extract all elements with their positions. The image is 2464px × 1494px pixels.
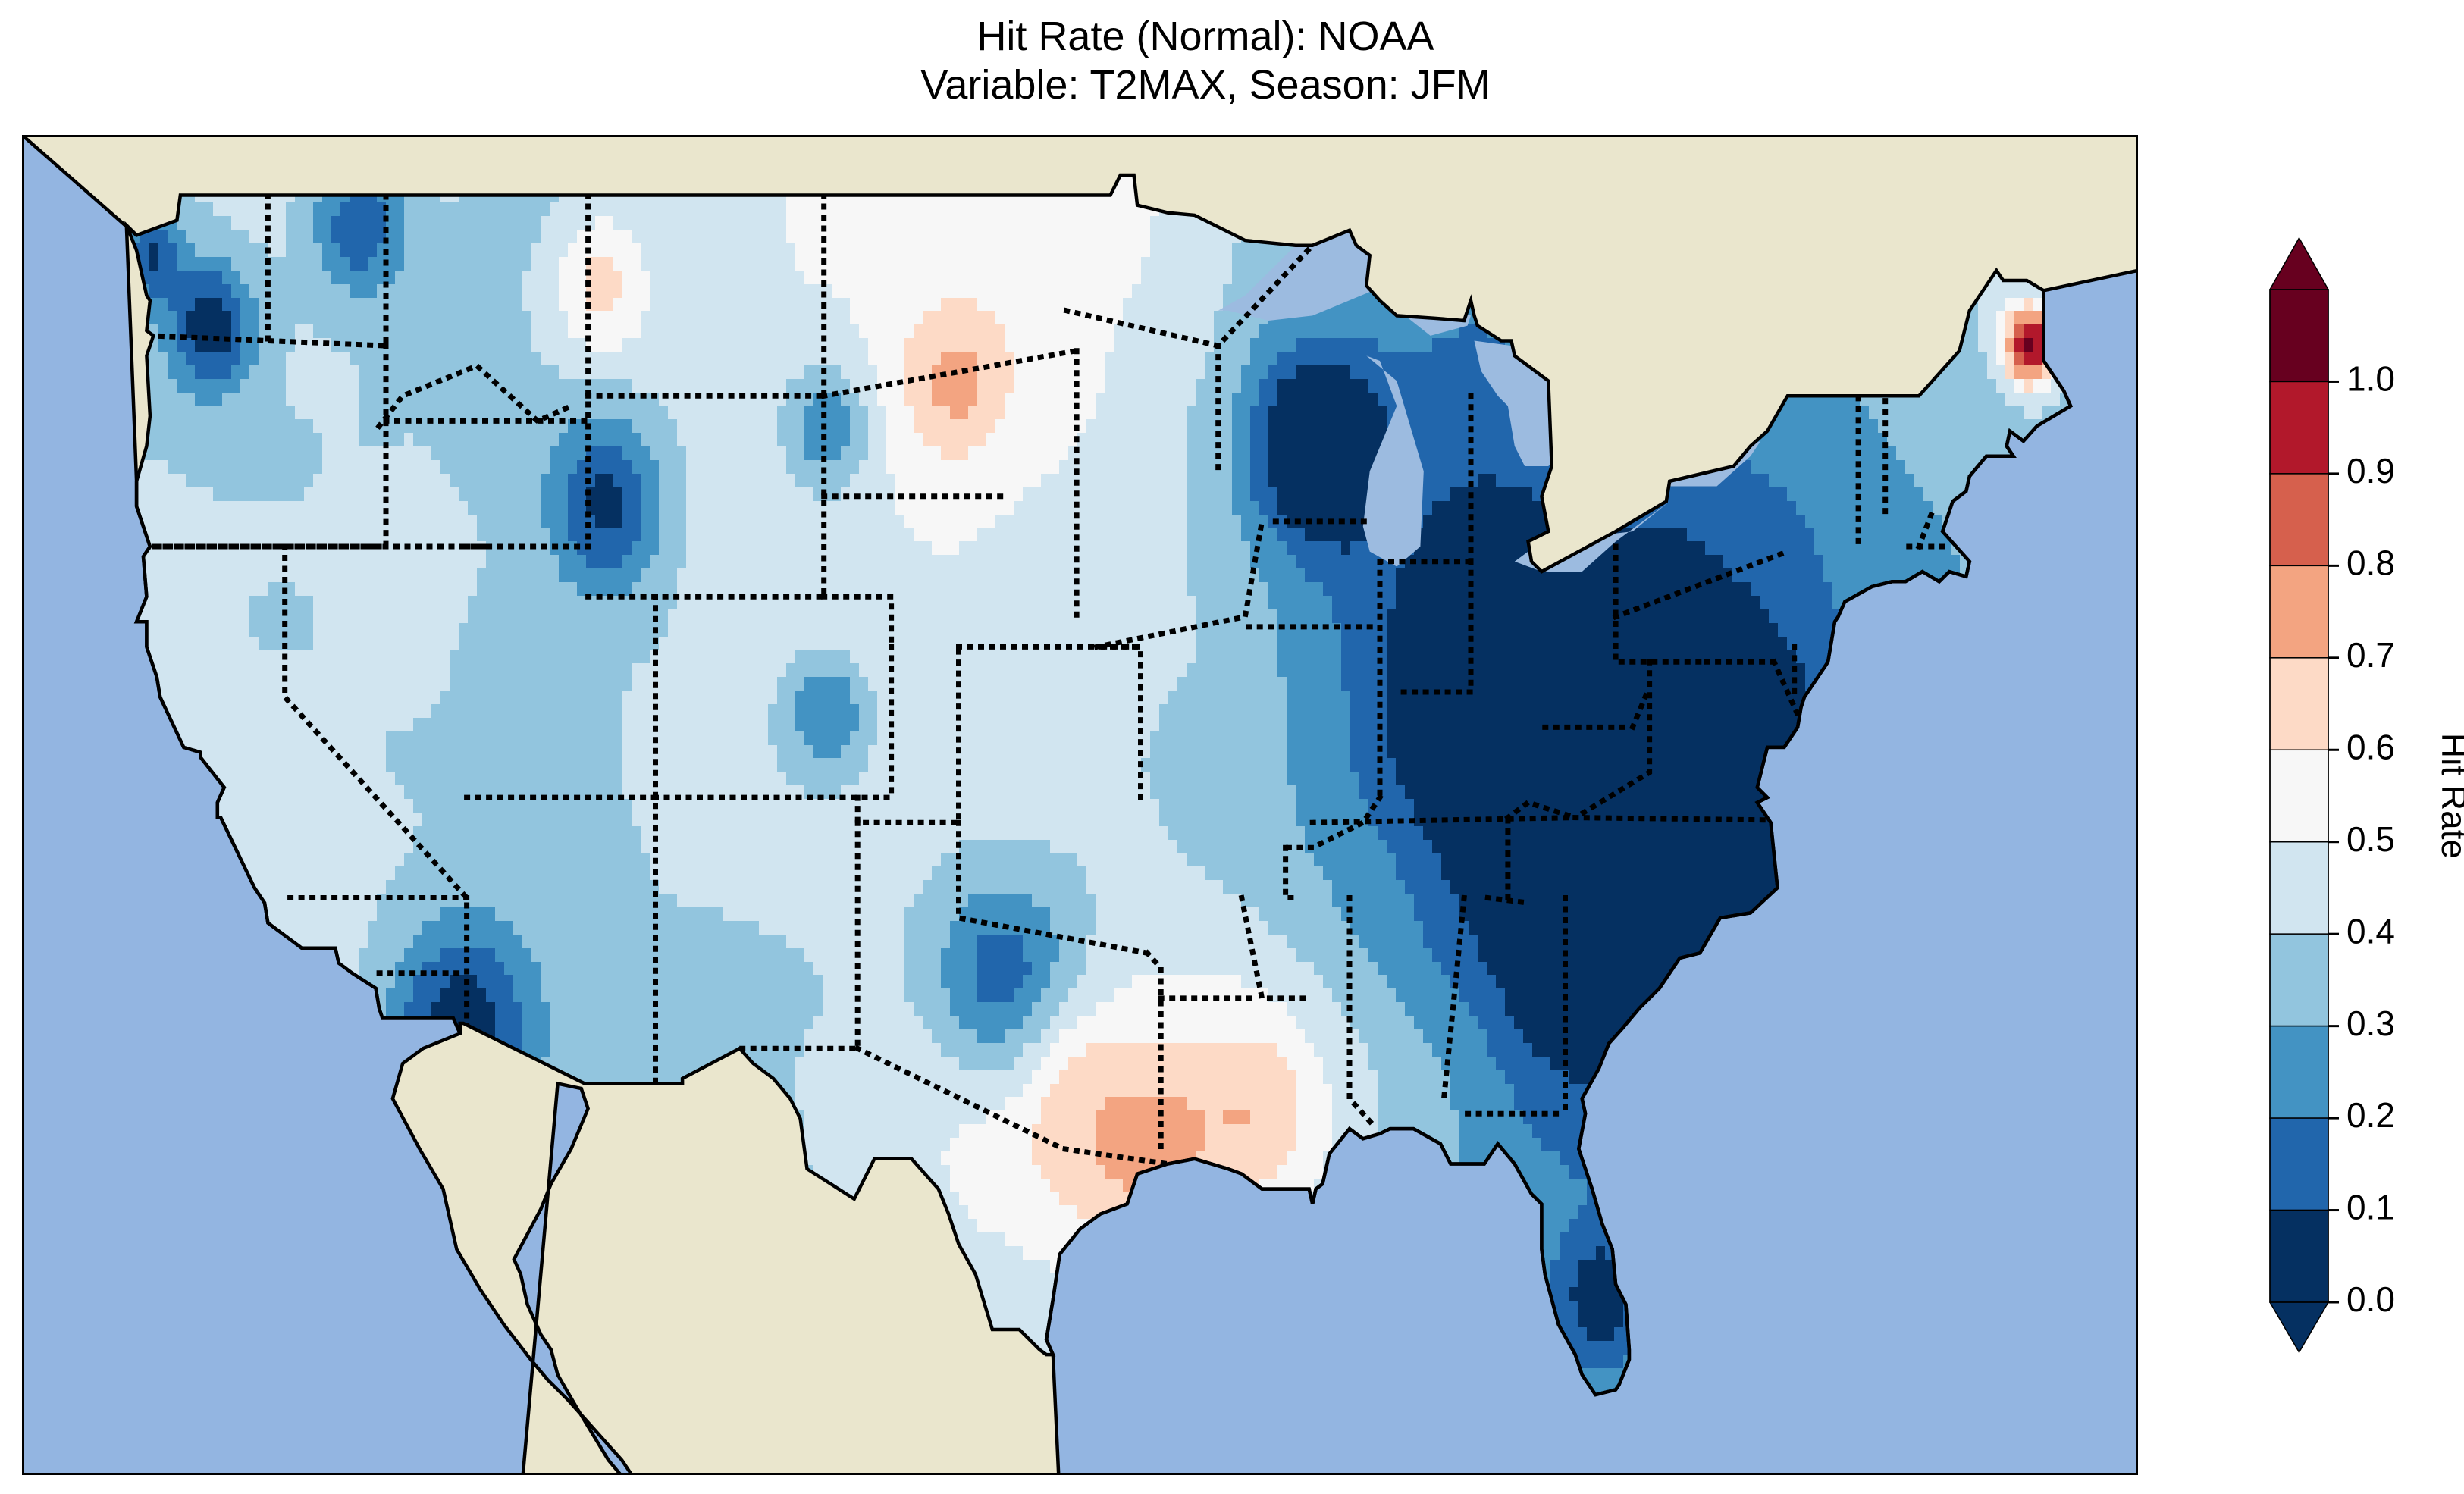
svg-text:0.6: 0.6: [2346, 727, 2395, 766]
svg-text:0.0: 0.0: [2346, 1279, 2395, 1319]
svg-text:0.4: 0.4: [2346, 911, 2395, 951]
svg-text:0.9: 0.9: [2346, 451, 2395, 490]
svg-text:0.2: 0.2: [2346, 1095, 2395, 1135]
svg-text:0.3: 0.3: [2346, 1004, 2395, 1043]
svg-text:1.0: 1.0: [2346, 359, 2395, 399]
svg-text:0.7: 0.7: [2346, 635, 2395, 675]
svg-text:Hit Rate: Hit Rate: [2434, 733, 2464, 859]
svg-text:0.8: 0.8: [2346, 543, 2395, 583]
svg-text:0.5: 0.5: [2346, 819, 2395, 859]
svg-text:0.1: 0.1: [2346, 1188, 2395, 1227]
